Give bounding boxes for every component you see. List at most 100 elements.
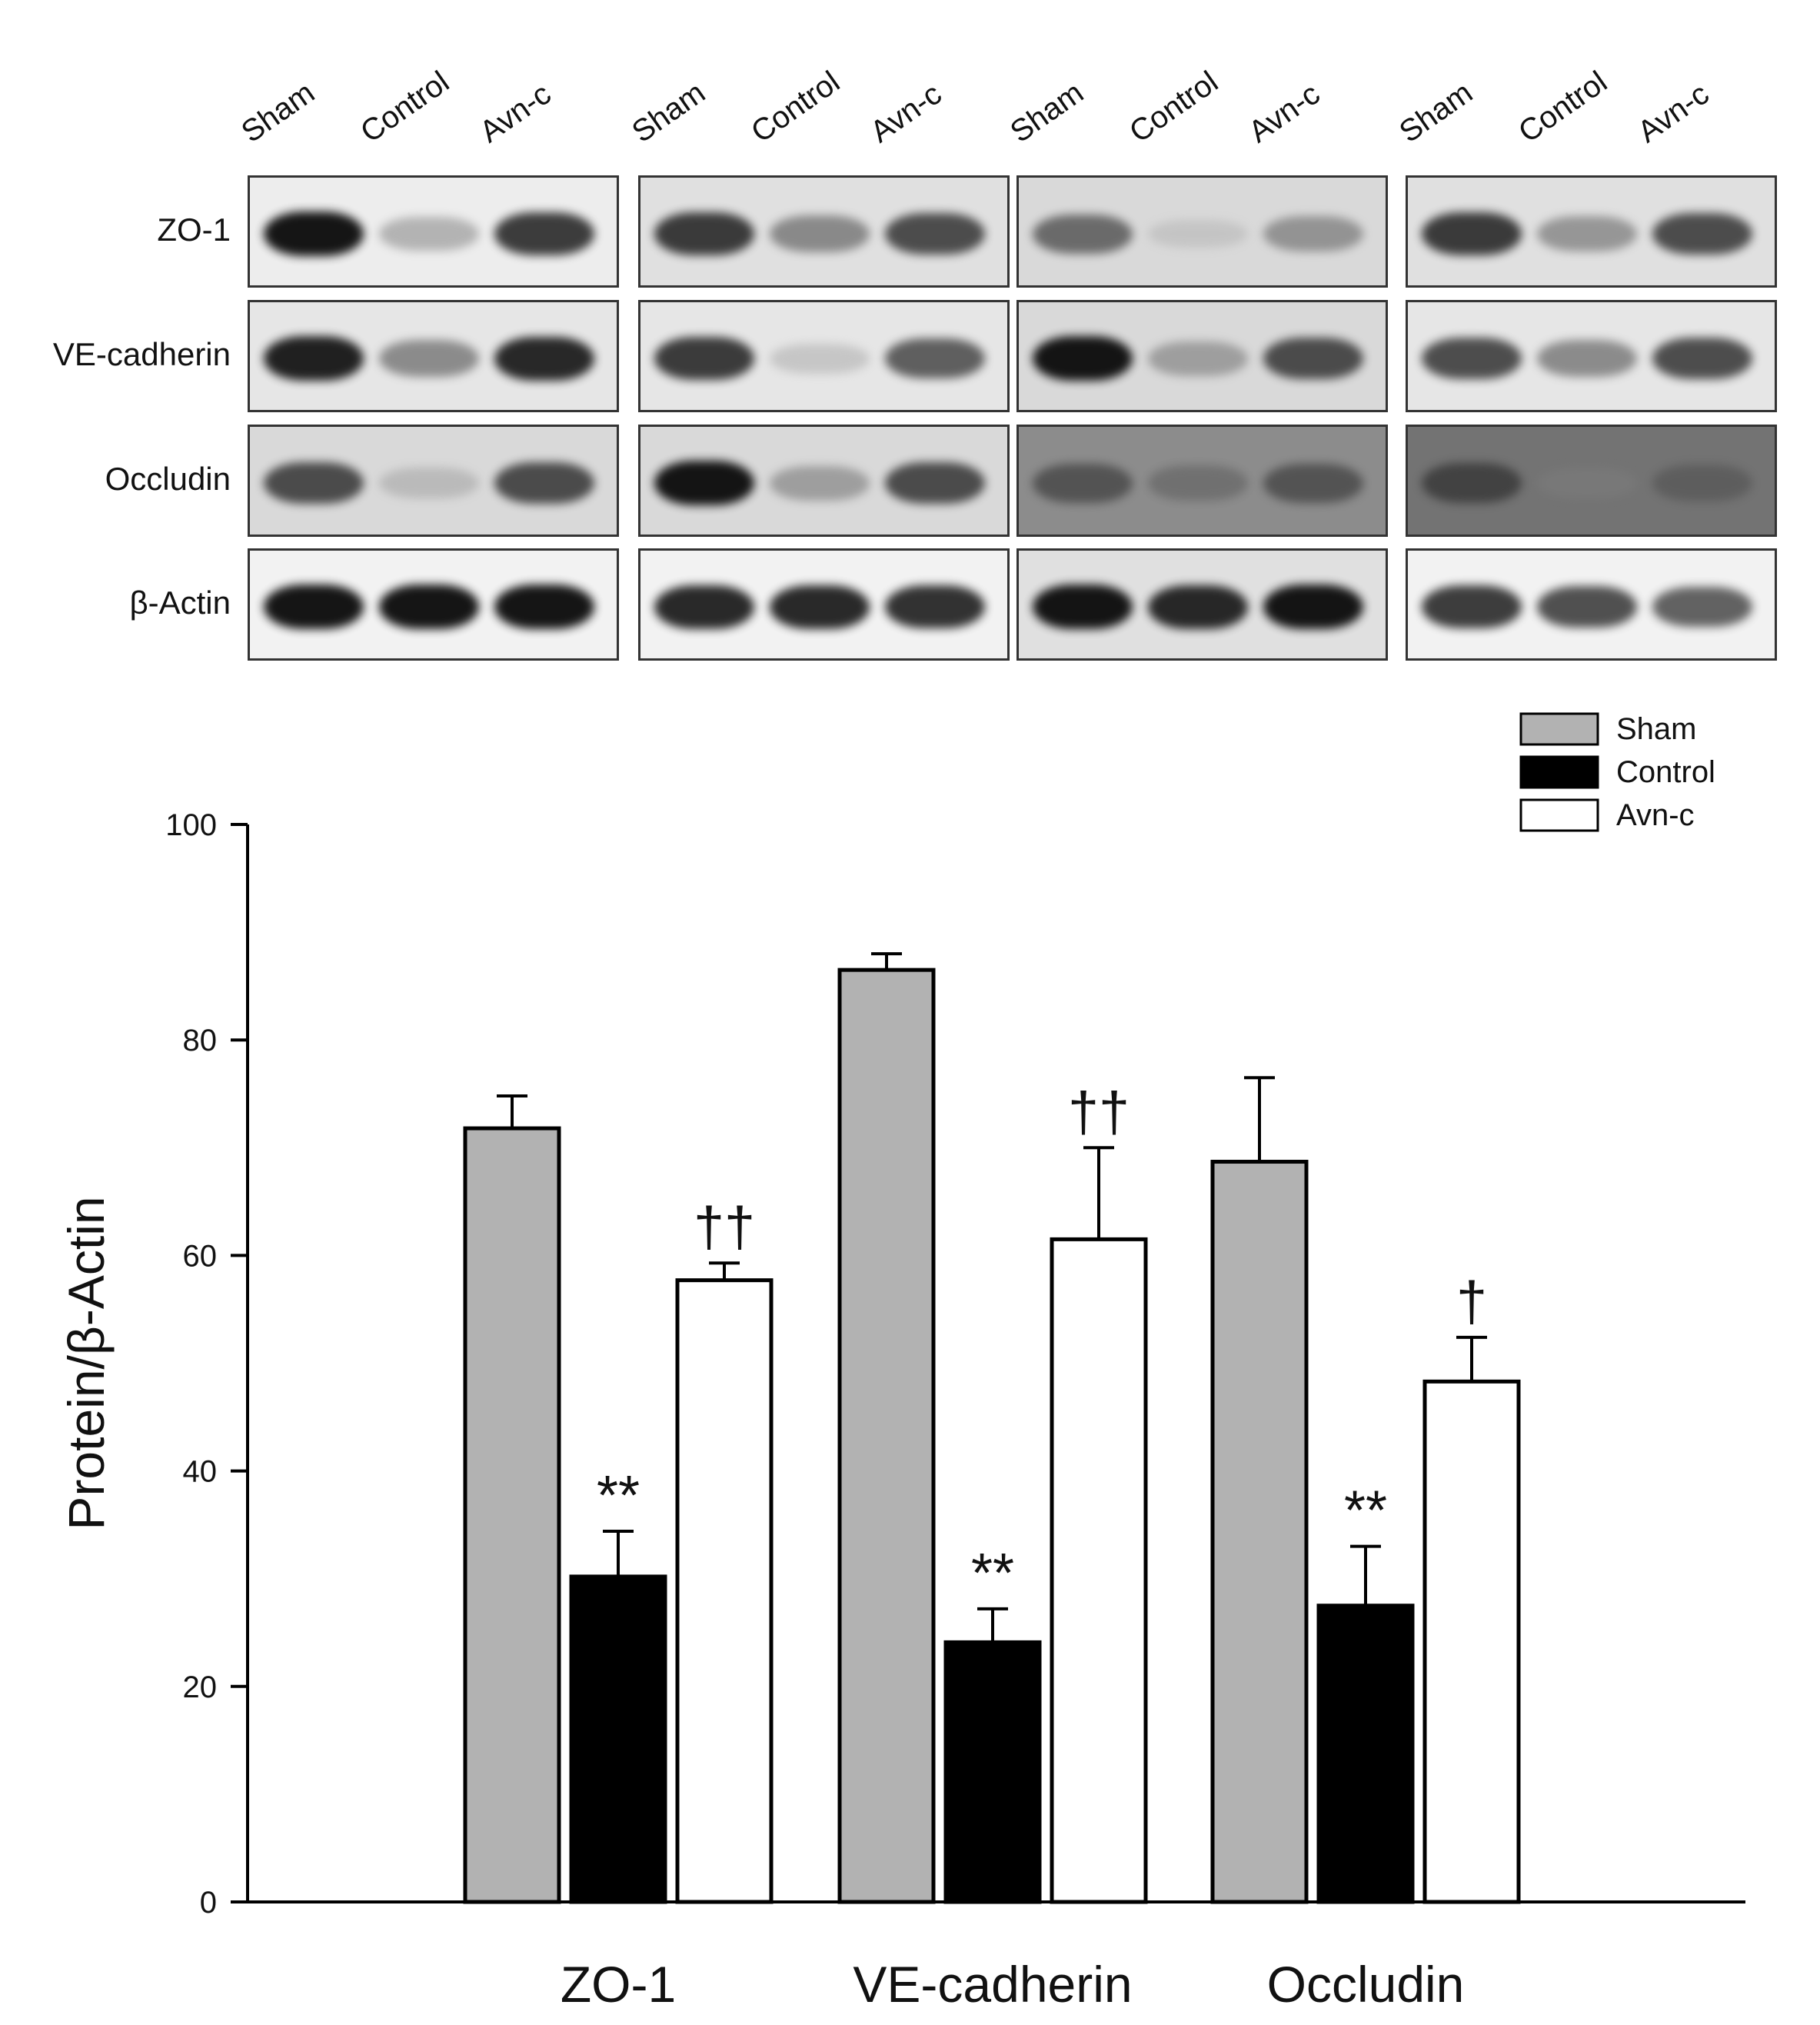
y-tick-label: 80: [183, 1024, 218, 1057]
lane-label-control: Control: [745, 65, 847, 150]
blot-panel-2-row-2: [1016, 425, 1388, 537]
category-label: ZO-1: [561, 1956, 676, 2013]
band: [264, 462, 364, 504]
band: [885, 338, 985, 379]
band: [379, 340, 479, 377]
blot-panel-0-row-3: [248, 548, 619, 661]
band: [885, 585, 985, 629]
band: [770, 343, 870, 374]
band: [654, 212, 754, 255]
bar-control: [1316, 1604, 1415, 1904]
legend-label: Avn-c: [1616, 798, 1695, 832]
band: [654, 337, 754, 380]
blot-panel-0-row-1: [248, 300, 619, 412]
band: [654, 460, 754, 506]
band: [770, 215, 870, 252]
lane-label-sham: Sham: [1393, 75, 1479, 150]
blot-panel-0-row-0: [248, 175, 619, 288]
band: [1263, 463, 1363, 503]
row-label-3: β-Actin: [129, 585, 231, 621]
blot-panel-0-row-2: [248, 425, 619, 537]
band: [1422, 338, 1522, 379]
significance-marker: ††: [694, 1197, 755, 1258]
row-label-0: ZO-1: [157, 211, 231, 248]
y-tick-label: 20: [183, 1670, 218, 1704]
legend-label: Sham: [1616, 712, 1697, 746]
band: [654, 585, 754, 629]
lane-label-sham: Sham: [1004, 75, 1090, 150]
significance-marker: **: [971, 1543, 1014, 1604]
band: [1652, 213, 1752, 255]
bar-control: [943, 1640, 1042, 1904]
band: [264, 584, 364, 630]
bar-chart: 0 20 40 60 80 100 Protein/β-Actin ** †† ZO-1 ** †† V…: [58, 712, 1745, 2013]
blot-panel-3-row-1: [1406, 300, 1777, 412]
bar-avn-c: [675, 1278, 774, 1904]
band: [1263, 215, 1363, 252]
blot-panel-1-row-1: [638, 300, 1010, 412]
bar-avn-c: [1422, 1379, 1521, 1904]
y-tick-label: 40: [183, 1455, 218, 1489]
lane-label-control: Control: [1512, 65, 1614, 150]
significance-marker: †: [1456, 1271, 1487, 1333]
blot-panel-2-row-1: [1016, 300, 1388, 412]
legend-swatch-control: [1519, 755, 1599, 789]
band: [1148, 585, 1248, 629]
lane-label-control: Control: [354, 65, 456, 150]
band: [885, 462, 985, 504]
band: [1148, 465, 1248, 501]
lane-label-avn-c: Avn-c: [474, 76, 557, 150]
row-label-2: Occludin: [105, 461, 231, 497]
significance-marker: **: [597, 1465, 640, 1527]
band: [1537, 215, 1637, 252]
bar-control: [569, 1574, 667, 1904]
band: [1652, 586, 1752, 628]
band: [379, 217, 479, 251]
western-blot: Sham Control Avn-c Sham Control Avn-c Sham Cont…: [0, 0, 1820, 661]
category-label: Occludin: [1267, 1956, 1465, 2013]
band: [1537, 340, 1637, 377]
band: [494, 336, 594, 381]
band: [770, 585, 870, 629]
blot-panel-1-row-3: [638, 548, 1010, 661]
band: [770, 465, 870, 501]
blot-panel-3-row-0: [1406, 175, 1777, 288]
band: [885, 213, 985, 255]
significance-marker: **: [1344, 1480, 1387, 1542]
band: [1537, 586, 1637, 628]
legend-swatch-sham: [1519, 712, 1599, 746]
band: [379, 467, 479, 499]
lane-label-avn-c: Avn-c: [1243, 76, 1326, 150]
band: [1148, 220, 1248, 248]
band: [1652, 465, 1752, 501]
lane-label-sham: Sham: [235, 75, 321, 150]
band: [1033, 214, 1133, 254]
band: [494, 584, 594, 630]
band: [1422, 212, 1522, 255]
lane-label-sham: Sham: [626, 75, 712, 150]
lane-label-avn-c: Avn-c: [864, 76, 948, 150]
blot-panel-2-row-3: [1016, 548, 1388, 661]
band: [1422, 462, 1522, 504]
blot-panel-3-row-2: [1406, 425, 1777, 537]
band: [1652, 338, 1752, 379]
y-tick-label: 0: [200, 1886, 217, 1920]
legend-label: Control: [1616, 755, 1715, 789]
band: [1033, 463, 1133, 503]
band: [1148, 341, 1248, 376]
bar-sham: [1210, 1160, 1309, 1904]
y-tick-label: 60: [183, 1239, 218, 1273]
band: [379, 584, 479, 630]
band: [264, 336, 364, 381]
bar-sham: [463, 1126, 561, 1904]
y-tick-label: 100: [165, 808, 217, 842]
blot-panel-2-row-0: [1016, 175, 1388, 288]
category-label: VE-cadherin: [853, 1956, 1132, 2013]
bar-sham: [837, 968, 936, 1904]
band: [1033, 584, 1133, 630]
legend-swatch-avn-c: [1519, 798, 1599, 832]
blot-panel-1-row-0: [638, 175, 1010, 288]
bar-avn-c: [1050, 1237, 1148, 1904]
lane-label-avn-c: Avn-c: [1632, 76, 1715, 150]
